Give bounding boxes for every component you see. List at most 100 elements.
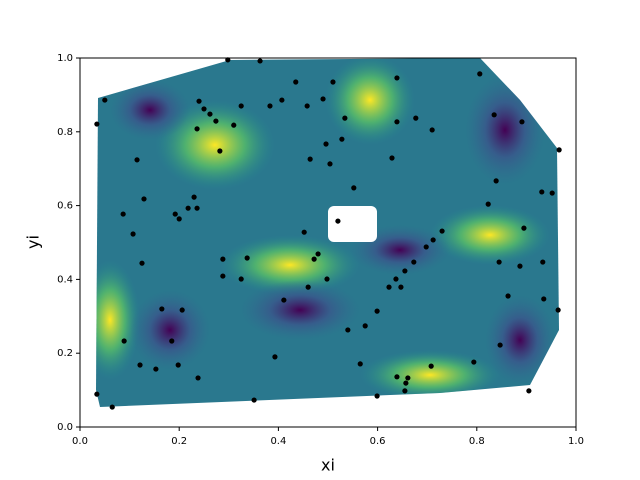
data-point — [327, 161, 333, 167]
data-point — [194, 126, 200, 132]
data-point — [307, 156, 313, 162]
data-point — [153, 366, 159, 372]
data-point — [389, 155, 395, 161]
data-point — [141, 196, 147, 202]
data-point — [238, 103, 244, 109]
interpolated-field — [96, 58, 559, 407]
data-point — [493, 178, 499, 184]
data-point — [429, 127, 435, 133]
data-point — [201, 106, 207, 112]
data-point — [405, 375, 411, 381]
data-point — [496, 259, 502, 265]
data-point — [521, 225, 527, 231]
data-point — [324, 276, 330, 282]
data-point — [120, 211, 126, 217]
data-point — [191, 194, 197, 200]
data-point — [394, 119, 400, 125]
data-point — [175, 362, 181, 368]
data-point — [196, 98, 202, 104]
data-point — [428, 363, 434, 369]
data-point — [423, 244, 429, 250]
data-point — [394, 374, 400, 380]
data-point — [411, 259, 417, 265]
x-tick-label: 0.0 — [72, 436, 88, 447]
data-point — [257, 58, 263, 64]
data-point — [357, 361, 363, 367]
data-point — [439, 228, 445, 234]
data-point — [485, 201, 491, 207]
data-point — [301, 229, 307, 235]
data-point — [413, 115, 419, 121]
data-point — [179, 307, 185, 313]
data-point — [402, 268, 408, 274]
data-point — [540, 259, 546, 265]
data-point — [477, 71, 483, 77]
x-tick-label: 0.8 — [469, 436, 485, 447]
data-point — [94, 391, 100, 397]
data-point — [159, 306, 165, 312]
data-point — [207, 111, 213, 117]
data-point — [339, 136, 345, 142]
data-point — [394, 75, 400, 81]
data-point — [403, 380, 409, 386]
plot-frame — [79, 57, 577, 428]
data-point — [541, 296, 547, 302]
y-tick-label: 0.0 — [57, 422, 73, 433]
data-point — [351, 185, 357, 191]
data-point — [213, 118, 219, 124]
data-point — [517, 263, 523, 269]
data-point — [137, 362, 143, 368]
data-point — [556, 147, 562, 153]
data-point — [109, 404, 115, 410]
data-point — [130, 231, 136, 237]
data-point — [121, 338, 127, 344]
data-point — [172, 211, 178, 217]
x-axis-label: xi — [321, 456, 335, 475]
data-point — [293, 79, 299, 85]
data-point — [539, 189, 545, 195]
data-point — [279, 97, 285, 103]
data-point — [402, 388, 408, 394]
y-tick-label: 0.2 — [57, 348, 73, 359]
data-point — [220, 273, 226, 279]
data-point — [217, 148, 223, 154]
data-point — [267, 103, 273, 109]
data-point — [505, 293, 511, 299]
data-point — [555, 307, 561, 313]
data-point — [398, 284, 404, 290]
data-point — [497, 342, 503, 348]
data-point — [374, 393, 380, 399]
data-point — [244, 255, 250, 261]
data-point — [194, 205, 200, 211]
y-axis-label: yi — [24, 235, 43, 249]
data-point — [304, 103, 310, 109]
y-tick-label: 0.6 — [57, 201, 73, 212]
data-point — [330, 79, 336, 85]
data-point — [320, 96, 326, 102]
data-point — [272, 354, 278, 360]
data-point — [430, 237, 436, 243]
data-point — [231, 122, 237, 128]
data-point — [345, 327, 351, 333]
data-point — [374, 308, 380, 314]
x-tick-label: 0.2 — [171, 436, 187, 447]
data-point — [315, 251, 321, 257]
y-tick-label: 0.4 — [57, 274, 73, 285]
data-point — [185, 205, 191, 211]
data-point — [491, 112, 497, 118]
data-point — [195, 375, 201, 381]
x-tick-label: 0.4 — [270, 436, 286, 447]
data-point — [251, 397, 257, 403]
data-point — [335, 218, 341, 224]
data-point — [225, 57, 231, 63]
data-point — [471, 359, 477, 365]
data-point — [386, 284, 392, 290]
data-point — [169, 338, 175, 344]
data-point — [323, 141, 329, 147]
data-point — [94, 121, 100, 127]
x-tick-label: 0.6 — [370, 436, 386, 447]
x-tick-label: 1.0 — [568, 436, 584, 447]
data-point — [134, 157, 140, 163]
y-tick-label: 1.0 — [57, 53, 73, 64]
